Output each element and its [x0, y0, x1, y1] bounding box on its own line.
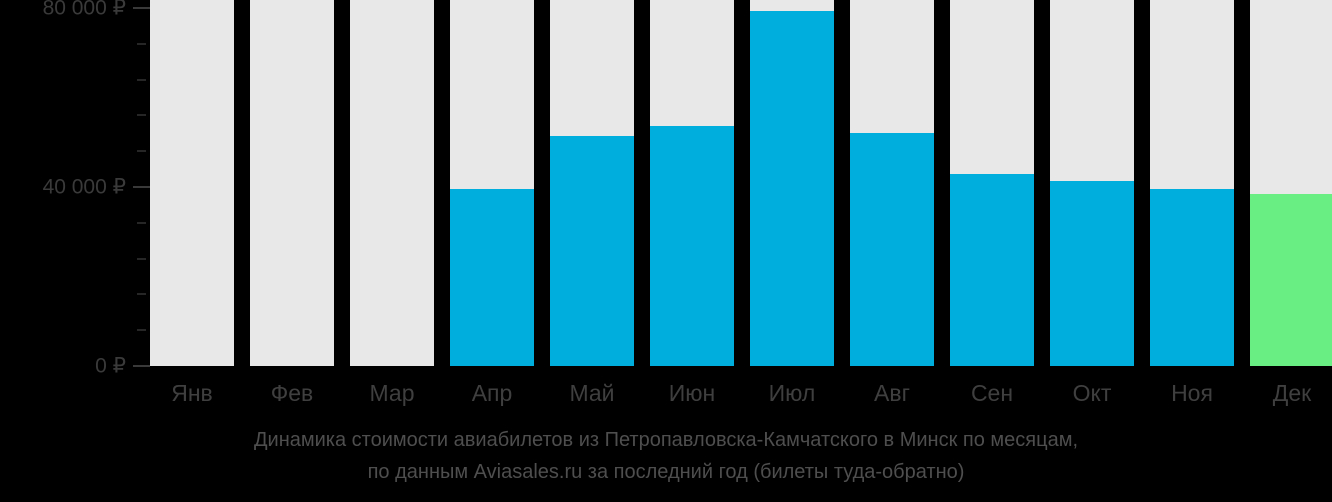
y-axis-tick-minor — [137, 150, 146, 152]
bar-column[interactable] — [350, 0, 434, 366]
plot-area — [150, 0, 1332, 366]
x-axis-label: Сен — [970, 380, 1014, 406]
bar-value[interactable] — [1150, 188, 1234, 366]
y-axis-tick-minor — [137, 221, 146, 224]
y-axis-tick-minor — [137, 329, 146, 331]
x-axis-label: Фев — [270, 380, 314, 406]
bar-column[interactable] — [150, 0, 234, 366]
bar-column[interactable] — [550, 0, 634, 366]
x-axis-label: Июн — [668, 380, 716, 406]
bar-value[interactable] — [750, 10, 834, 366]
bar-value[interactable] — [1050, 180, 1134, 366]
caption-line-1: Динамика стоимости авиабилетов из Петроп… — [253, 429, 1078, 451]
bar-column[interactable] — [450, 0, 534, 366]
y-axis-tick-minor — [137, 42, 146, 45]
bar-value[interactable] — [650, 125, 734, 366]
x-axis-label: Янв — [171, 380, 213, 406]
y-axis-tick-major — [133, 7, 150, 9]
y-axis-tick-minor — [137, 114, 146, 117]
y-axis-tick-minor — [137, 293, 146, 296]
bar-column[interactable] — [850, 0, 934, 366]
caption-line-2: по данным Aviasales.ru за последний год … — [367, 461, 965, 483]
bar-value[interactable] — [950, 173, 1034, 366]
bar-value[interactable] — [850, 132, 934, 366]
bar-column[interactable] — [950, 0, 1034, 366]
bar-column[interactable] — [1150, 0, 1234, 366]
bar-column[interactable] — [750, 0, 834, 366]
bar-track — [250, 0, 334, 366]
x-axis-label: Дек — [1272, 380, 1312, 406]
x-axis-label: Авг — [874, 380, 910, 406]
y-axis-tick-minor — [137, 257, 146, 260]
y-axis-label-0: 0 ₽ — [95, 354, 126, 378]
bar-value[interactable] — [1250, 194, 1332, 366]
bar-column[interactable] — [1250, 0, 1332, 366]
x-axis-label: Апр — [471, 380, 513, 406]
bar-value[interactable] — [550, 135, 634, 366]
bar-column[interactable] — [1050, 0, 1134, 366]
y-axis-tick-major — [133, 186, 150, 188]
y-axis-label-40000: 40 000 ₽ — [42, 175, 126, 199]
y-axis: 80 000 ₽ 40 000 ₽ 0 ₽ — [0, 0, 150, 502]
bar-track — [150, 0, 234, 366]
y-axis-tick-minor — [137, 78, 146, 81]
y-axis-tick-major — [133, 365, 150, 367]
bar-track — [350, 0, 434, 366]
x-axis-label: Июл — [768, 380, 816, 406]
bar-value[interactable] — [450, 188, 534, 366]
x-axis: Янв Фев Мар Апр Май Июн Июл Авг Сен Окт Ноя Дек — [150, 366, 1332, 418]
x-axis-label: Окт — [1072, 380, 1112, 406]
chart-caption: Динамика стоимости авиабилетов из Петроп… — [0, 424, 1332, 488]
x-axis-label: Мар — [369, 380, 415, 406]
bar-column[interactable] — [650, 0, 734, 366]
x-axis-label: Май — [569, 380, 615, 406]
bar-column[interactable] — [250, 0, 334, 366]
y-axis-label-80000: 80 000 ₽ — [42, 0, 126, 20]
x-axis-label: Ноя — [1171, 380, 1213, 406]
